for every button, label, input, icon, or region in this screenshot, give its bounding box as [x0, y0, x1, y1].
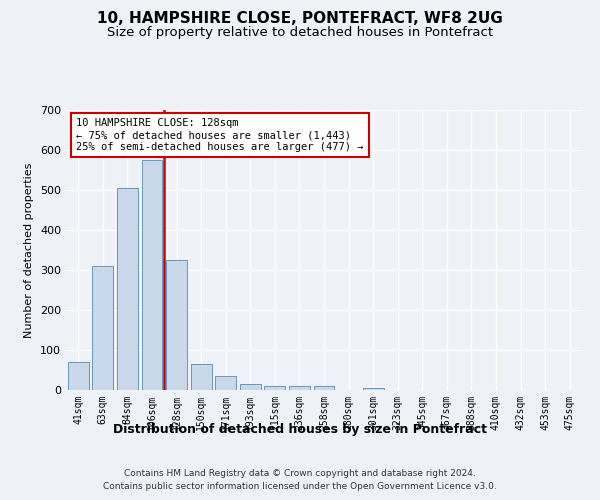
Bar [314, 386, 334, 390]
Y-axis label: Number of detached properties: Number of detached properties [25, 162, 34, 338]
Text: 10 HAMPSHIRE CLOSE: 128sqm
← 75% of detached houses are smaller (1,443)
25% of s: 10 HAMPSHIRE CLOSE: 128sqm ← 75% of deta… [76, 118, 364, 152]
Text: Contains public sector information licensed under the Open Government Licence v3: Contains public sector information licen… [103, 482, 497, 491]
Bar [68, 362, 89, 390]
Bar [166, 260, 187, 390]
Text: 10, HAMPSHIRE CLOSE, PONTEFRACT, WF8 2UG: 10, HAMPSHIRE CLOSE, PONTEFRACT, WF8 2UG [97, 11, 503, 26]
Text: Contains HM Land Registry data © Crown copyright and database right 2024.: Contains HM Land Registry data © Crown c… [124, 468, 476, 477]
Bar [240, 384, 261, 390]
Bar [117, 188, 138, 390]
Bar [362, 388, 383, 390]
Text: Size of property relative to detached houses in Pontefract: Size of property relative to detached ho… [107, 26, 493, 39]
Bar [191, 364, 212, 390]
Bar [289, 386, 310, 390]
Text: Distribution of detached houses by size in Pontefract: Distribution of detached houses by size … [113, 422, 487, 436]
Bar [142, 160, 163, 390]
Bar [265, 386, 286, 390]
Bar [92, 266, 113, 390]
Bar [215, 376, 236, 390]
